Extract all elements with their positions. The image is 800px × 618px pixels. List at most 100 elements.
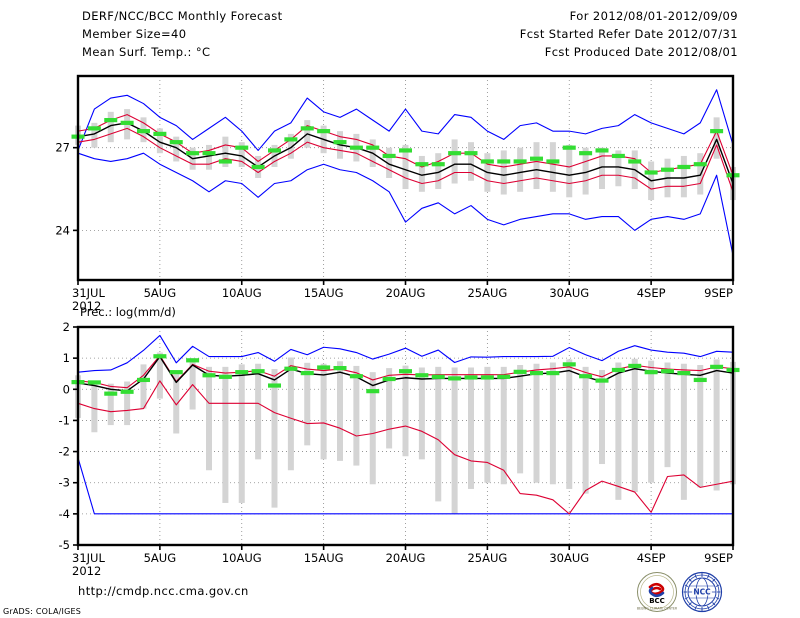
range-bar <box>386 147 393 178</box>
range-bar <box>599 147 605 190</box>
range-bar <box>287 133 294 159</box>
range-bar <box>451 139 458 184</box>
range-bar <box>206 144 212 170</box>
produced-date-label: Fcst Produced Date 2012/08/01 <box>544 45 738 59</box>
svg-text:NCC: NCC <box>693 588 711 597</box>
svg-text:BCC: BCC <box>649 597 665 605</box>
x-tick-label: 15AUG <box>304 286 344 300</box>
range-bar <box>222 136 229 167</box>
y-tick-label: -5 <box>59 538 70 552</box>
range-bar <box>189 358 196 410</box>
x-tick-label: 4SEP <box>637 286 666 300</box>
range-bar <box>484 366 491 483</box>
precipitation-panel-title: Prec.: log(mm/d) <box>80 305 176 319</box>
range-bar <box>353 365 360 466</box>
range-bar <box>107 383 114 426</box>
x-tick-label: 15AUG <box>304 551 344 565</box>
temperature-series-max <box>77 89 734 151</box>
x-tick-label: 31JUL <box>72 286 105 300</box>
y-tick-label: 0 <box>63 382 70 396</box>
y-tick-label: 27 <box>55 141 70 155</box>
range-bar <box>582 366 589 494</box>
range-bar <box>206 366 212 471</box>
range-bar <box>566 359 573 489</box>
range-bar <box>451 367 458 514</box>
range-bar <box>369 372 376 485</box>
range-bar <box>500 366 507 485</box>
y-tick-label: 2 <box>63 320 70 334</box>
range-bar <box>631 358 638 493</box>
x-tick-label: 25AUG <box>467 551 507 565</box>
range-bar <box>468 142 474 181</box>
range-bar <box>533 142 540 190</box>
range-bar <box>582 147 589 195</box>
range-bar <box>140 364 147 409</box>
range-bar <box>680 363 687 500</box>
range-bar <box>664 362 671 468</box>
x-tick-label: 5AUG <box>144 286 177 300</box>
range-bar <box>337 361 343 461</box>
range-bar <box>222 366 229 503</box>
range-bar <box>255 363 262 460</box>
x-tick-label: 10AUG <box>222 286 262 300</box>
x-tick-label: 9SEP <box>704 286 733 300</box>
x-tick-label: 10AUG <box>222 551 262 565</box>
range-bar <box>648 360 655 483</box>
y-tick-label: -1 <box>59 413 70 427</box>
website-url[interactable]: http://cmdp.ncc.cma.gov.cn <box>78 584 249 598</box>
x-tick-label: 25AUG <box>467 286 507 300</box>
y-tick-label: -4 <box>59 507 70 521</box>
precipitation-series-max <box>77 334 734 373</box>
precipitation-series-lower-quartile <box>77 380 734 515</box>
range-bar <box>386 368 393 449</box>
range-bar <box>517 364 524 474</box>
range-bar <box>549 362 556 485</box>
range-bar <box>615 150 622 187</box>
range-bar <box>697 364 704 488</box>
range-bar <box>517 147 524 192</box>
x-tick-label: 5AUG <box>144 551 177 565</box>
range-bar <box>713 117 720 159</box>
range-bar <box>271 369 278 508</box>
x-tick-label: 20AUG <box>386 551 426 565</box>
x-tick-label: 30AUG <box>549 286 589 300</box>
refer-date-label: Fcst Started Refer Date 2012/07/31 <box>519 27 738 41</box>
y-tick-label: -3 <box>59 476 70 490</box>
range-bar <box>402 365 409 457</box>
temp-variable-label: Mean Surf. Temp.: °C <box>82 45 211 59</box>
x-tick-label: 4SEP <box>637 551 666 565</box>
x-tick-label: 31JUL <box>72 551 105 565</box>
range-bar <box>566 144 573 198</box>
range-bar <box>91 122 98 148</box>
temperature-series-observed <box>71 118 740 178</box>
range-bar <box>468 367 474 489</box>
range-bar <box>91 380 98 433</box>
x-tick-label: 20AUG <box>386 286 426 300</box>
range-bar <box>304 362 311 446</box>
member-size-label: Member Size=40 <box>82 27 187 41</box>
svg-text:BEIJING CLIMATE CENTER: BEIJING CLIMATE CENTER <box>637 607 678 611</box>
range-bar <box>533 363 540 483</box>
temperature-series-lower-quartile <box>77 127 734 192</box>
range-bar <box>107 111 114 143</box>
grads-credit: GrADS: COLA/IGES <box>3 607 82 616</box>
forecast-title: DERF/NCC/BCC Monthly Forecast <box>82 9 283 23</box>
range-bar <box>615 362 622 500</box>
temperature-series-min <box>77 152 734 256</box>
y-tick-label: 24 <box>55 223 70 237</box>
x-tick-label: 9SEP <box>704 551 733 565</box>
range-bar <box>156 352 163 399</box>
x-axis-year-label: 2012 <box>72 299 101 313</box>
range-bar <box>435 153 442 190</box>
range-bar <box>238 142 245 167</box>
range-bar <box>435 366 442 502</box>
range-bar <box>124 381 131 426</box>
range-bar <box>599 369 605 465</box>
range-bar <box>500 150 507 195</box>
range-bar <box>713 359 720 491</box>
x-tick-label: 30AUG <box>549 551 589 565</box>
range-bar <box>156 128 163 154</box>
precipitation-series-min <box>77 457 733 515</box>
range-bar <box>680 155 687 198</box>
